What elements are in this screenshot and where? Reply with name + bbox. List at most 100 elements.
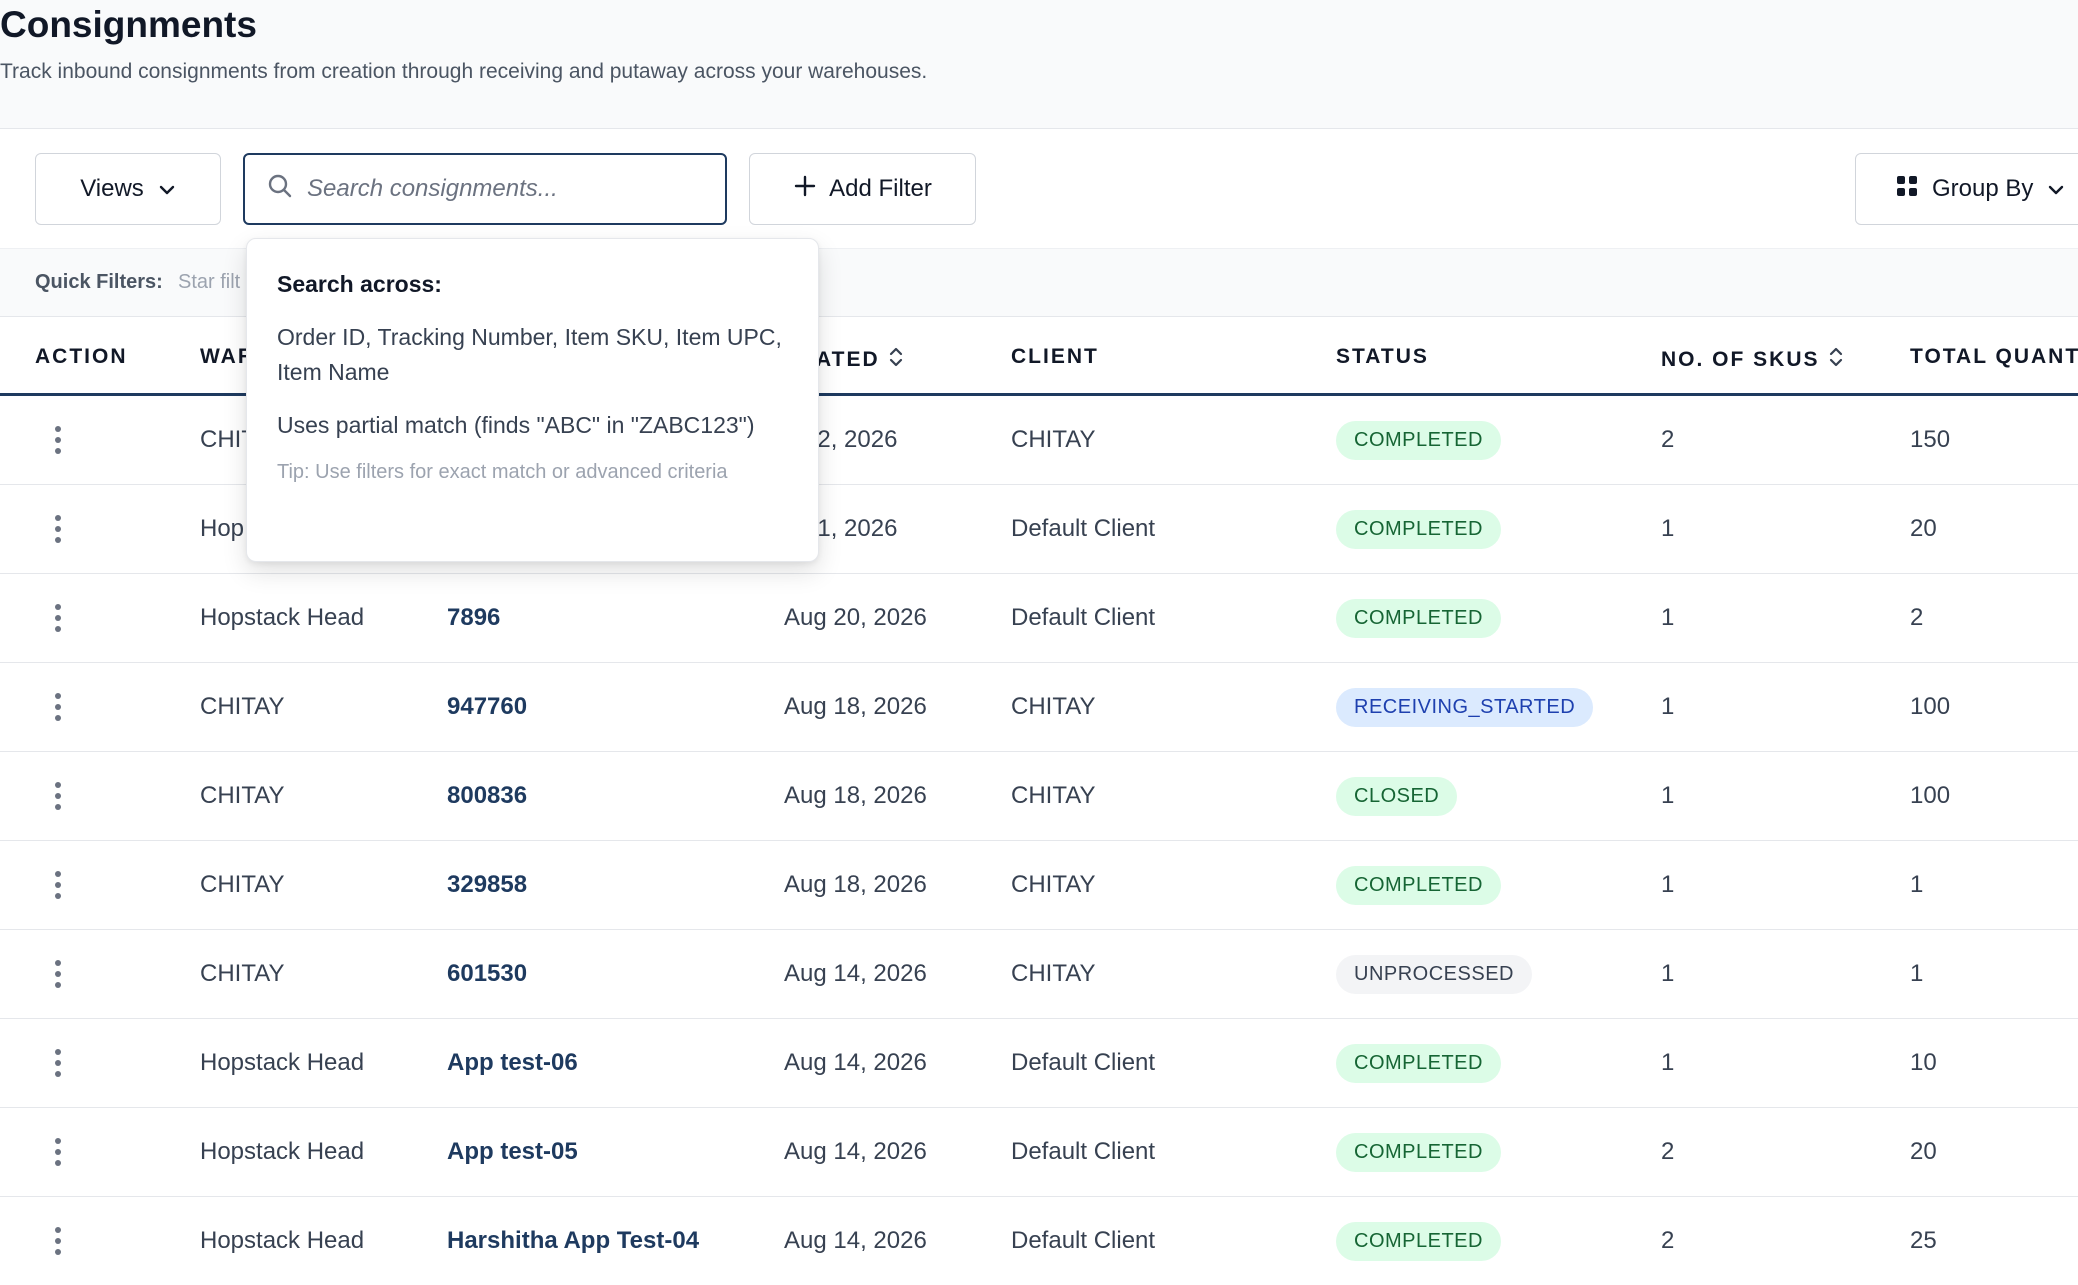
kebab-icon[interactable] xyxy=(48,396,68,484)
table-row[interactable]: Hopstack Head Harshitha App Test-04 Aug … xyxy=(0,1197,2078,1266)
status-badge: CLOSED xyxy=(1336,776,1458,816)
column-header-skus[interactable]: NO. OF SKUS xyxy=(1661,345,1844,375)
plus-icon xyxy=(793,174,817,205)
cell-consignment-ref[interactable]: App test-06 xyxy=(447,1049,578,1076)
cell-warehouse: CHITAY xyxy=(200,871,285,898)
cell-skus: 2 xyxy=(1661,1138,1675,1165)
cell-created: Aug 14, 2026 xyxy=(784,1138,927,1165)
cell-client: Default Client xyxy=(1011,1138,1156,1165)
cell-skus: 2 xyxy=(1661,1227,1675,1254)
table-row[interactable]: CHITAY 601530 Aug 14, 2026 CHITAY UNPROC… xyxy=(0,930,2078,1019)
table-row[interactable]: CHITAY 800836 Aug 18, 2026 CHITAY CLOSED… xyxy=(0,752,2078,841)
cell-consignment-ref[interactable]: Harshitha App Test-04 xyxy=(447,1227,700,1254)
cell-skus: 1 xyxy=(1661,782,1675,809)
cell-skus: 1 xyxy=(1661,871,1675,898)
cell-warehouse: CHITAY xyxy=(200,960,285,987)
sort-icon[interactable] xyxy=(888,345,904,375)
cell-total-quantity: 100 xyxy=(1910,782,1951,809)
column-header-status[interactable]: STATUS xyxy=(1336,345,1429,368)
cell-total-quantity: 20 xyxy=(1910,1138,1937,1165)
cell-total-quantity: 1 xyxy=(1910,960,1924,987)
kebab-icon[interactable] xyxy=(48,1197,68,1285)
cell-client: CHITAY xyxy=(1011,782,1096,809)
table-row[interactable]: CHITAY 947760 Aug 18, 2026 CHITAY RECEIV… xyxy=(0,663,2078,752)
kebab-icon[interactable] xyxy=(48,841,68,929)
status-badge: COMPLETED xyxy=(1336,865,1501,905)
cell-consignment-ref[interactable]: 329858 xyxy=(447,871,528,898)
quick-filters-hint: Star filt xyxy=(178,271,241,293)
table-row[interactable]: Hopstack Head 7896 Aug 20, 2026 Default … xyxy=(0,574,2078,663)
add-filter-label: Add Filter xyxy=(829,175,932,202)
kebab-icon[interactable] xyxy=(48,1019,68,1107)
column-header-action: ACTION xyxy=(35,345,128,368)
cell-client: CHITAY xyxy=(1011,960,1096,987)
cell-created: Aug 14, 2026 xyxy=(784,960,927,987)
cell-consignment-ref[interactable]: 601530 xyxy=(447,960,528,987)
cell-warehouse: Hopstack Head xyxy=(200,1138,365,1165)
page-subtitle: Track inbound consignments from creation… xyxy=(0,60,928,83)
table-row[interactable]: CHITAY 329858 Aug 18, 2026 CHITAY COMPLE… xyxy=(0,841,2078,930)
search-help-popover: Search across: Order ID, Tracking Number… xyxy=(246,238,819,562)
views-label: Views xyxy=(80,175,144,202)
status-badge: COMPLETED xyxy=(1336,1221,1501,1261)
cell-consignment-ref[interactable]: 7896 xyxy=(447,604,501,631)
search-help-tip: Tip: Use filters for exact match or adva… xyxy=(277,461,728,483)
kebab-icon[interactable] xyxy=(48,663,68,751)
toolbar: Views Search consignments... Add Filter … xyxy=(0,128,2078,249)
kebab-icon[interactable] xyxy=(48,930,68,1018)
column-header-created[interactable]: EATED xyxy=(800,345,904,375)
kebab-icon[interactable] xyxy=(48,752,68,840)
status-badge: UNPROCESSED xyxy=(1336,954,1532,994)
cell-consignment-ref[interactable]: App test-05 xyxy=(447,1138,578,1165)
cell-total-quantity: 100 xyxy=(1910,693,1951,720)
cell-client: Default Client xyxy=(1011,515,1156,542)
cell-client: Default Client xyxy=(1011,1049,1156,1076)
cell-consignment-ref[interactable]: 800836 xyxy=(447,782,528,809)
cell-created: Aug 14, 2026 xyxy=(784,1049,927,1076)
group-by-label: Group By xyxy=(1932,175,2034,202)
search-placeholder: Search consignments... xyxy=(307,175,558,202)
cell-created: Aug 18, 2026 xyxy=(784,871,927,898)
cell-warehouse: Hopstack Head xyxy=(200,1227,365,1254)
cell-warehouse: CHITAY xyxy=(200,782,285,809)
cell-total-quantity: 150 xyxy=(1910,426,1951,453)
page-title: Consignments xyxy=(0,4,257,45)
cell-client: CHITAY xyxy=(1011,693,1096,720)
status-badge: COMPLETED xyxy=(1336,598,1501,638)
cell-skus: 1 xyxy=(1661,693,1675,720)
cell-client: CHITAY xyxy=(1011,871,1096,898)
table-row[interactable]: Hopstack Head App test-06 Aug 14, 2026 D… xyxy=(0,1019,2078,1108)
cell-warehouse: CHITAY xyxy=(200,693,285,720)
status-badge: COMPLETED xyxy=(1336,509,1501,549)
grid-icon xyxy=(1896,175,1918,204)
cell-warehouse: Hop xyxy=(200,515,245,542)
cell-created: Aug 18, 2026 xyxy=(784,782,927,809)
cell-skus: 1 xyxy=(1661,1049,1675,1076)
column-header-warehouse[interactable]: WAR xyxy=(200,345,255,368)
search-help-fields: Order ID, Tracking Number, Item SKU, Ite… xyxy=(277,324,782,385)
cell-total-quantity: 25 xyxy=(1910,1227,1937,1254)
cell-total-quantity: 1 xyxy=(1910,871,1924,898)
cell-created: Aug 18, 2026 xyxy=(784,693,927,720)
kebab-icon[interactable] xyxy=(48,1108,68,1196)
sort-icon[interactable] xyxy=(1828,345,1844,375)
quick-filters-label: Quick Filters: xyxy=(35,271,163,293)
cell-warehouse: Hopstack Head xyxy=(200,1049,365,1076)
kebab-icon[interactable] xyxy=(48,485,68,573)
cell-consignment-ref[interactable]: 947760 xyxy=(447,693,528,720)
cell-skus: 1 xyxy=(1661,604,1675,631)
cell-warehouse: Hopstack Head xyxy=(200,604,365,631)
group-by-button[interactable]: Group By xyxy=(1855,153,2078,225)
cell-client: CHITAY xyxy=(1011,426,1096,453)
column-header-total-quantity[interactable]: TOTAL QUANT xyxy=(1910,345,2078,368)
kebab-icon[interactable] xyxy=(48,574,68,662)
table-row[interactable]: Hopstack Head App test-05 Aug 14, 2026 D… xyxy=(0,1108,2078,1197)
column-header-client[interactable]: CLIENT xyxy=(1011,345,1099,368)
add-filter-button[interactable]: Add Filter xyxy=(749,153,976,225)
cell-total-quantity: 10 xyxy=(1910,1049,1937,1076)
status-badge: COMPLETED xyxy=(1336,1132,1501,1172)
views-dropdown-button[interactable]: Views xyxy=(35,153,221,225)
search-input[interactable]: Search consignments... xyxy=(243,153,727,225)
cell-skus: 1 xyxy=(1661,515,1675,542)
status-badge: COMPLETED xyxy=(1336,420,1501,460)
